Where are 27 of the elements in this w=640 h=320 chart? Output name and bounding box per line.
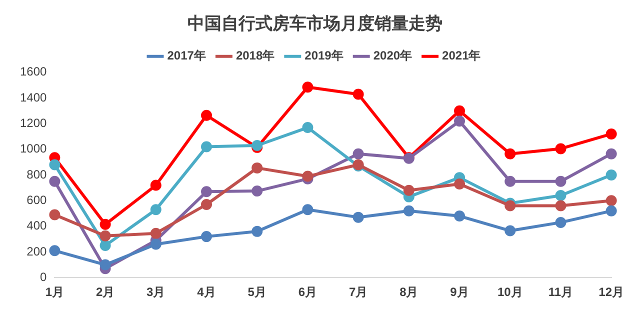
y-tick-label: 1400 xyxy=(20,90,48,104)
x-tick-label: 10月 xyxy=(497,285,523,300)
y-tick-label: 200 xyxy=(26,244,48,258)
y-tick-label: 400 xyxy=(26,218,48,233)
y-tick-label: 1000 xyxy=(20,142,48,156)
x-tick-label: 2月 xyxy=(96,285,115,300)
legend-label: 2018年 xyxy=(236,48,275,63)
x-tick-label: 8月 xyxy=(400,285,418,300)
legend-label: 2019年 xyxy=(304,48,344,63)
chart-title: 中国自行式房车市场月度销量走势 xyxy=(188,14,442,33)
legend-label: 2020年 xyxy=(373,48,412,63)
x-tick-label: 11月 xyxy=(548,285,574,300)
x-tick-label: 5月 xyxy=(248,285,266,300)
legend-label: 2017年 xyxy=(167,48,206,63)
x-tick-label: 3月 xyxy=(146,285,166,300)
y-tick-label: 0 xyxy=(40,270,48,284)
x-tick-label: 4月 xyxy=(197,285,216,300)
x-tick-label: 1月 xyxy=(45,285,64,300)
y-tick-label: 1600 xyxy=(20,64,48,79)
y-tick-label: 600 xyxy=(26,192,48,207)
x-tick-label: 12月 xyxy=(598,285,624,300)
x-tick-label: 6月 xyxy=(298,285,318,300)
legend-label: 2021年 xyxy=(442,48,481,63)
y-tick-label: 1200 xyxy=(20,116,48,130)
x-tick-label: 7月 xyxy=(348,285,368,300)
y-tick-label: 800 xyxy=(26,167,48,182)
x-tick-label: 9月 xyxy=(450,285,469,300)
